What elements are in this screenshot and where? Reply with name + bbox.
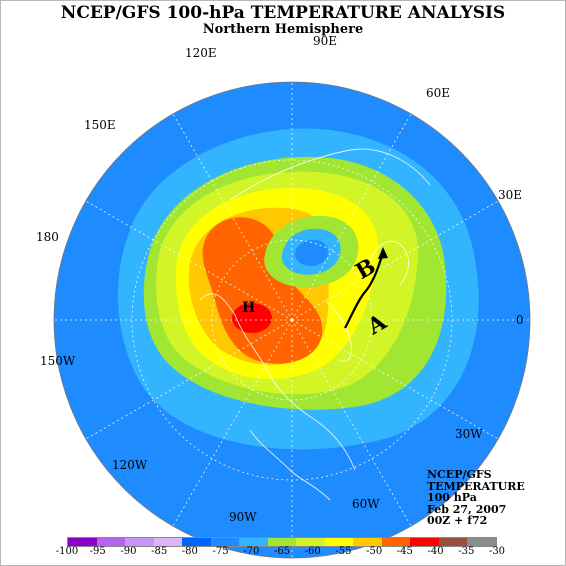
high-marker: H [242,300,255,316]
color-scale-label: -50 [366,546,383,557]
info-level: 100 hPa [427,491,477,504]
color-swatch [410,538,439,546]
color-scale-label: -40 [427,546,444,557]
info-date: Feb 27, 2007 [427,502,507,516]
color-scale-label: -60 [304,546,321,557]
lon-150w: 150W [40,354,76,368]
color-scale-label: -100 [55,546,79,557]
map-subtitle: Northern Hemisphere [202,22,364,37]
lon-0: 0 [516,313,524,327]
field-cold-pocket-core [294,240,329,266]
color-swatch [210,538,240,546]
color-swatch [296,538,325,546]
color-scale-label: -55 [335,546,352,557]
color-swatch [438,538,468,546]
lon-150e: 150E [84,118,116,132]
color-swatch [324,538,354,546]
lon-30e: 30E [498,188,523,202]
lon-90w: 90W [229,510,257,524]
lon-120e: 120E [185,46,217,60]
field-warm-core [232,303,272,333]
color-scale-label: -85 [151,546,168,557]
color-scale-label: -65 [273,546,291,557]
color-swatch [239,538,268,546]
coastline-europe [369,240,410,286]
color-swatch [125,538,154,546]
lon-60e: 60E [426,86,451,100]
coastline-greenland [324,299,353,362]
color-scale-labels: -100 -95 -90 -85 -80 -75 -70 -65 -60 -55 -50 -45 -40… [0,546,566,560]
color-swatch [68,538,97,546]
run-info: NCEP/GFS TEMPERATURE 100 hPa Feb 27, 200… [427,469,525,527]
field-contour-minus-50 [202,217,323,364]
coastline-north-america [199,293,356,471]
color-swatch [267,538,297,546]
info-model: NCEP/GFS [427,468,492,481]
color-scale-label: -45 [396,546,413,557]
lon-60w: 60W [352,497,380,511]
color-scale-label: -80 [181,546,198,557]
color-swatch [467,538,496,546]
lon-120w: 120W [112,458,148,472]
trajectory-arrow-icon [378,247,388,259]
lon-90e: 90E [313,34,338,48]
color-scale-label: -35 [458,546,475,557]
color-scale-label: -90 [120,546,137,557]
coastline-central-america [249,429,331,501]
color-swatch [182,538,211,546]
color-swatch [96,538,126,546]
info-forecast: 00Z + f72 [427,514,488,527]
trajectory-path [344,251,385,329]
color-swatch [153,538,183,546]
color-scale-label: -70 [243,546,260,557]
color-scale-bar [67,537,497,547]
map-outline [53,81,531,559]
color-swatch [381,538,411,546]
color-scale-label: -30 [488,546,506,557]
info-variable: TEMPERATURE [427,479,525,493]
lon-180: 180 [36,230,59,244]
color-scale-label: -75 [212,546,229,557]
color-swatch [353,538,382,546]
lon-30w: 30W [455,427,483,441]
coastline-asia [229,148,431,201]
coastlines [199,148,431,501]
color-scale-label: -95 [89,546,106,557]
map-title: NCEP/GFS 100-hPa TEMPERATURE ANALYSIS [60,3,506,23]
